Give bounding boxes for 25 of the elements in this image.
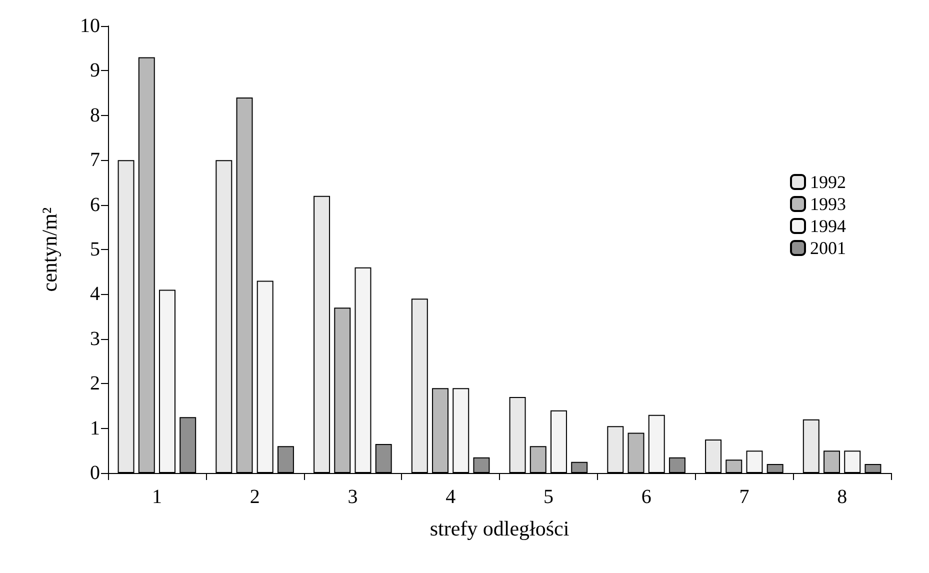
- legend-label: 2001: [810, 238, 846, 258]
- y-tick-label: 2: [90, 372, 100, 395]
- x-tick-label: 4: [446, 486, 456, 508]
- legend-label: 1994: [810, 216, 846, 236]
- x-tick-label: 1: [152, 486, 162, 508]
- x-axis-title: strefy odległości: [430, 516, 570, 540]
- x-tick-label: 7: [739, 486, 750, 508]
- x-tick-label: 5: [543, 486, 554, 508]
- y-tick-label: 3: [90, 328, 100, 350]
- y-tick-label: 5: [90, 238, 100, 260]
- y-tick-label: 6: [90, 194, 100, 216]
- x-tick-label: 2: [250, 486, 260, 508]
- x-tick-label: 6: [641, 486, 652, 508]
- y-tick-label: 7: [90, 149, 100, 172]
- legend-label: 1992: [810, 172, 846, 192]
- x-tick-label: 3: [348, 486, 358, 508]
- y-axis-title: centyn/m²: [38, 207, 62, 292]
- legend-label: 1993: [810, 194, 846, 214]
- y-tick-label: 0: [90, 462, 100, 484]
- y-tick-label: 10: [80, 15, 100, 37]
- y-tick-label: 9: [90, 60, 100, 82]
- y-tick-label: 4: [90, 283, 100, 306]
- x-tick-label: 8: [837, 486, 848, 508]
- y-tick-label: 1: [90, 417, 100, 440]
- y-tick-label: 8: [90, 104, 100, 126]
